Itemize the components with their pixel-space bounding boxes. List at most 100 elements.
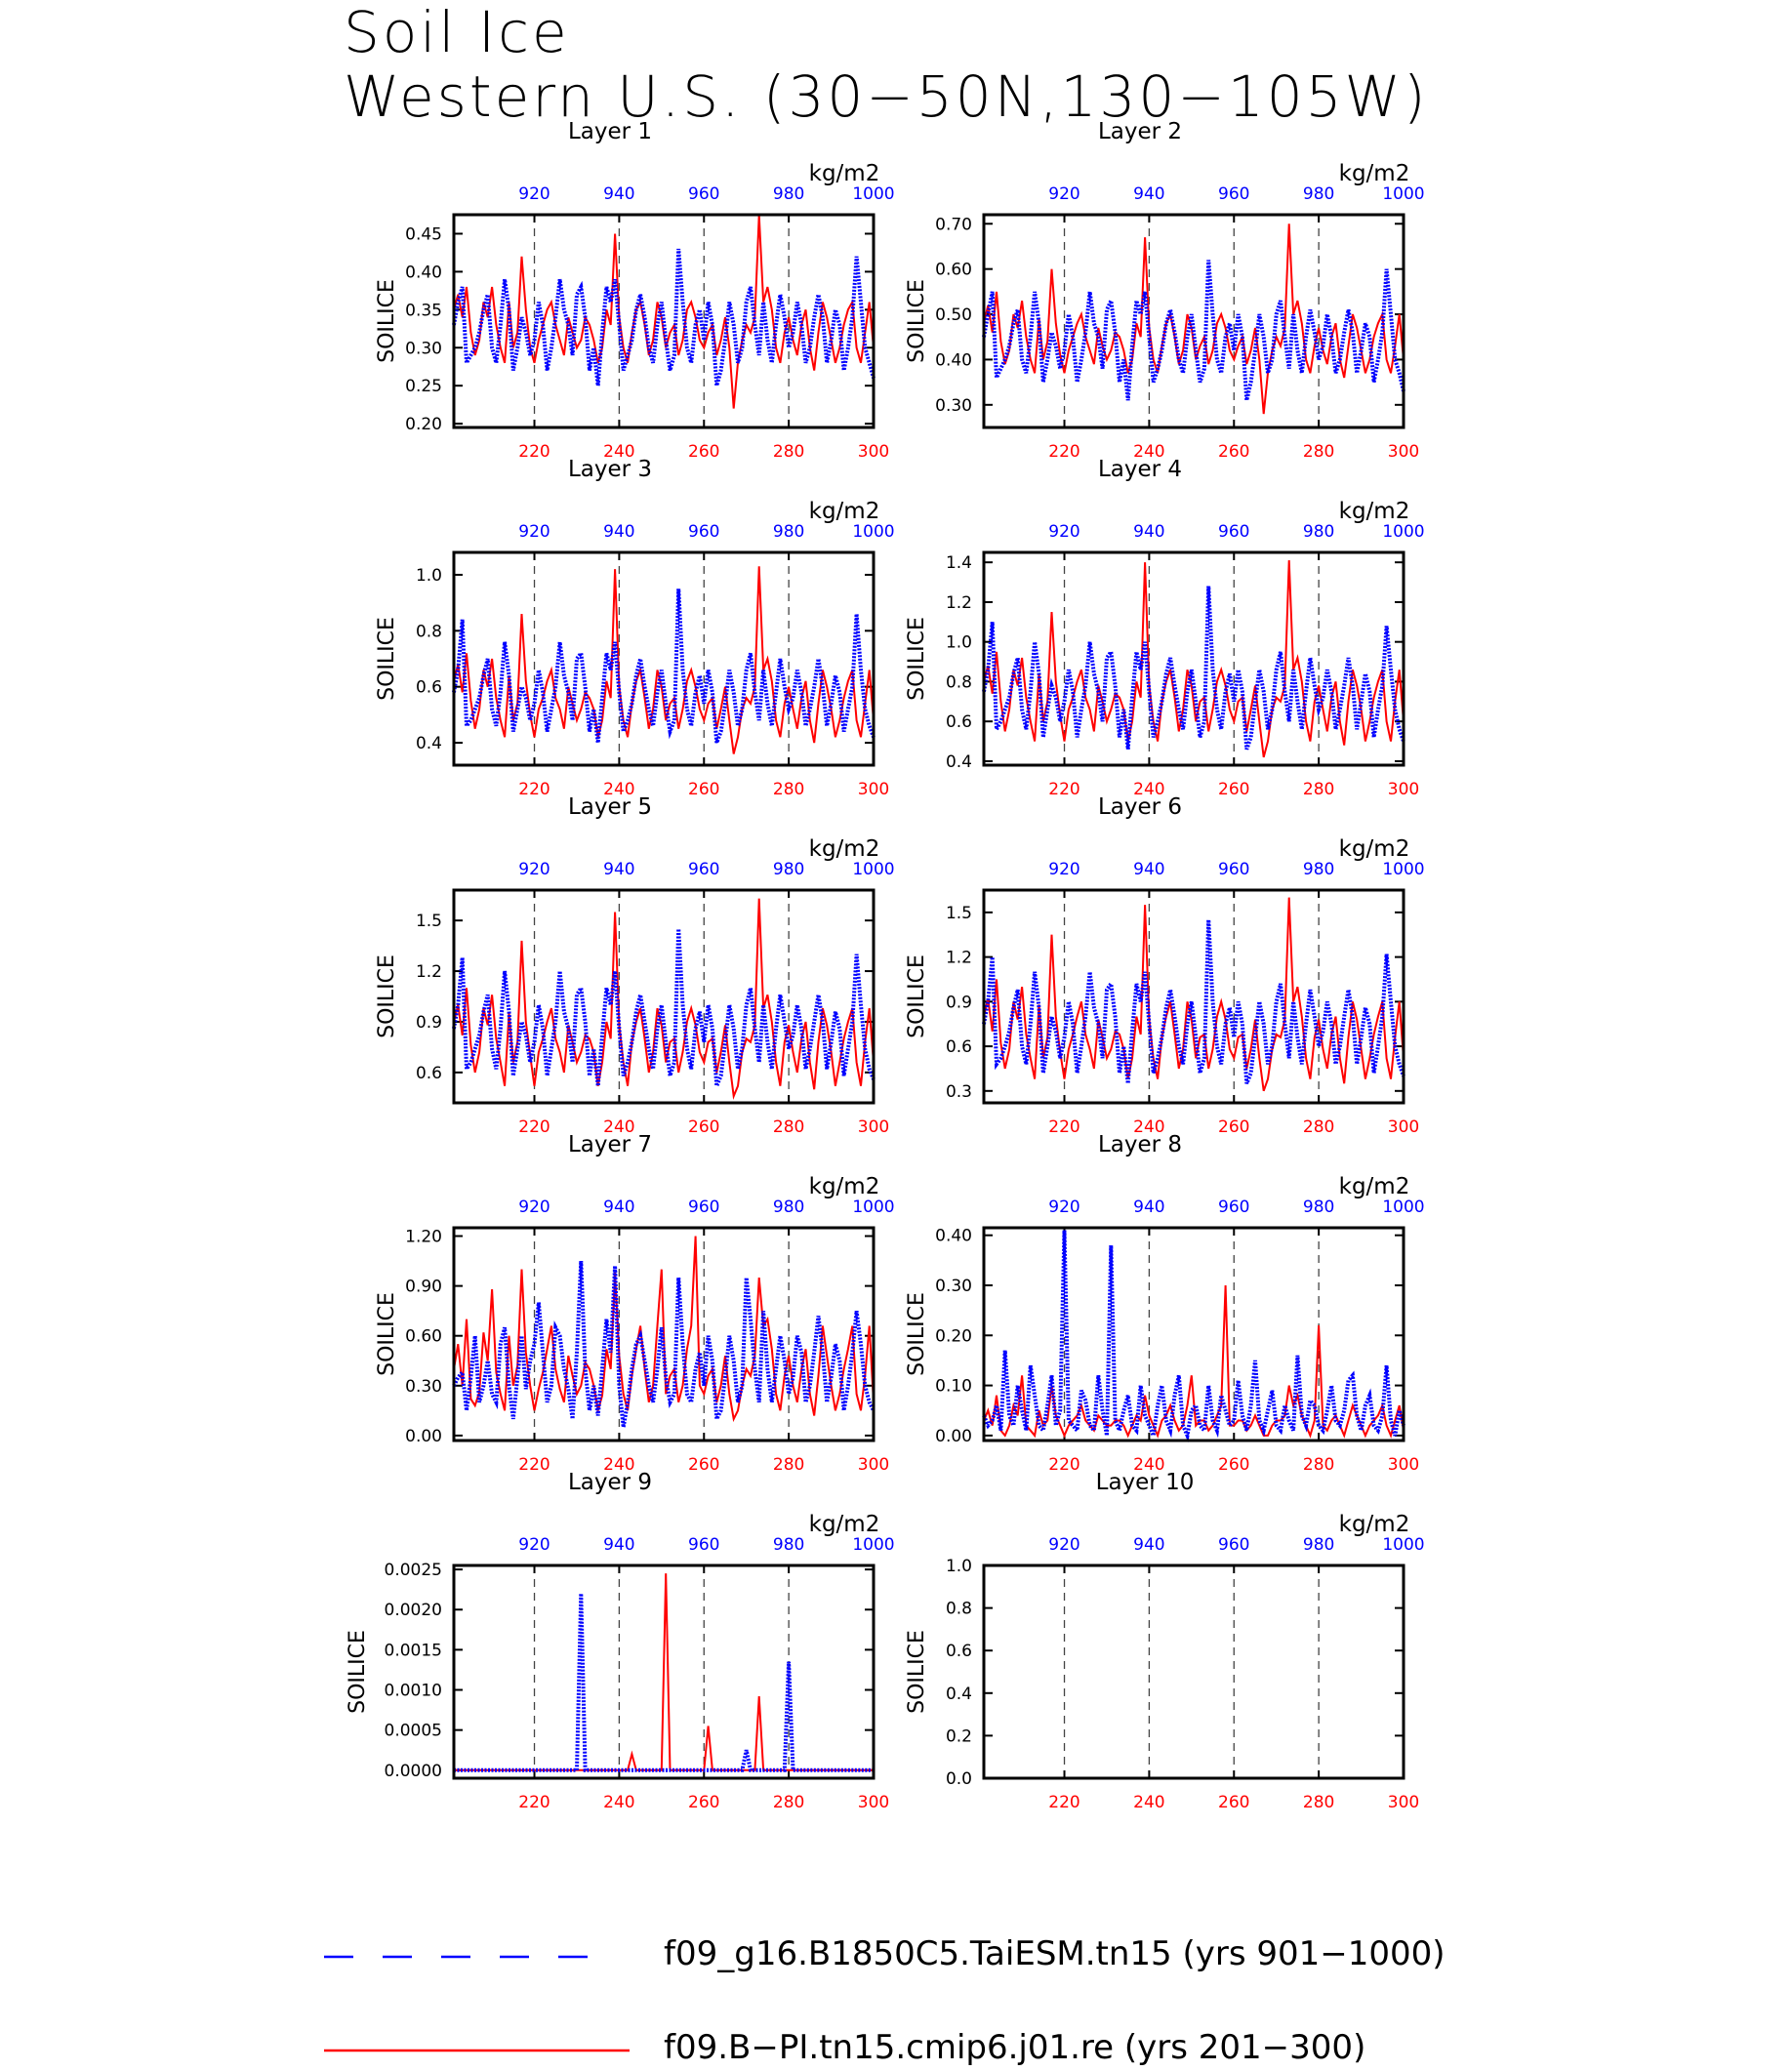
x-tick-label-top: 920 bbox=[518, 860, 550, 879]
x-tick-label-top: 940 bbox=[603, 860, 634, 879]
y-tick-label: 0.30 bbox=[405, 1377, 442, 1397]
title-line-1: Soil Ice bbox=[344, 0, 570, 65]
y-tick-label: 1.0 bbox=[946, 1557, 972, 1576]
y-tick-label: 0.0010 bbox=[385, 1682, 442, 1701]
x-tick-label-bottom: 300 bbox=[1388, 1455, 1419, 1475]
plot-frame bbox=[452, 550, 876, 767]
x-tick-label-top: 920 bbox=[518, 1198, 550, 1217]
y-tick-label: 0.2 bbox=[946, 1726, 972, 1746]
x-tick-label-top: 920 bbox=[518, 1535, 550, 1555]
x-tick-label-bottom: 300 bbox=[858, 442, 889, 462]
y-axis-label: SOILICE bbox=[346, 1630, 370, 1714]
x-tick-label-top: 960 bbox=[688, 184, 719, 204]
x-tick-label-top: 920 bbox=[1048, 522, 1079, 542]
y-tick-label: 0.4 bbox=[946, 1685, 972, 1704]
y-tick-label: 1.20 bbox=[405, 1228, 442, 1247]
series-line-blue bbox=[452, 1261, 876, 1428]
x-tick-label-top: 920 bbox=[1048, 1535, 1079, 1555]
panel-title: Layer 6 bbox=[1098, 794, 1182, 820]
series-line-blue bbox=[982, 1230, 1405, 1443]
top-axis-unit: kg/m2 bbox=[809, 1512, 880, 1537]
x-tick-label-top: 960 bbox=[1218, 184, 1249, 204]
x-tick-label-top: 960 bbox=[688, 1535, 719, 1555]
y-axis-label: SOILICE bbox=[905, 954, 929, 1038]
x-tick-label-bottom: 240 bbox=[603, 1455, 634, 1475]
y-tick-label: 0.00 bbox=[405, 1427, 442, 1446]
x-tick-label-top: 980 bbox=[773, 522, 804, 542]
y-tick-label: 0.00 bbox=[935, 1427, 972, 1446]
x-tick-label-bottom: 220 bbox=[1048, 442, 1079, 462]
plot-frame bbox=[452, 1563, 876, 1780]
x-tick-label-bottom: 220 bbox=[518, 442, 550, 462]
panel-4: Layer 4 kg/m2 220 920 240 940 260 960 280 980 300 1… bbox=[905, 457, 1425, 799]
x-tick-label-top: 960 bbox=[1218, 1198, 1249, 1217]
y-axis-label: SOILICE bbox=[905, 1292, 929, 1376]
x-tick-label-top: 980 bbox=[1303, 522, 1334, 542]
top-axis-unit: kg/m2 bbox=[809, 499, 880, 524]
y-tick-label: 0.6 bbox=[946, 1037, 972, 1057]
series-line-blue bbox=[982, 260, 1405, 401]
y-tick-label: 1.2 bbox=[416, 962, 442, 982]
x-tick-label-top: 960 bbox=[688, 860, 719, 879]
series-line-red bbox=[983, 1284, 1405, 1439]
x-tick-label-bottom: 240 bbox=[603, 442, 634, 462]
y-tick-label: 0.6 bbox=[416, 1064, 442, 1083]
series-line-blue bbox=[982, 586, 1405, 751]
x-tick-label-top: 920 bbox=[518, 522, 550, 542]
x-tick-label-top: 920 bbox=[518, 184, 550, 204]
x-tick-label-bottom: 240 bbox=[1133, 442, 1164, 462]
x-tick-label-bottom: 260 bbox=[688, 1117, 719, 1137]
x-tick-label-bottom: 260 bbox=[1218, 442, 1249, 462]
x-tick-label-bottom: 280 bbox=[1303, 1793, 1334, 1812]
y-tick-label: 0.0005 bbox=[385, 1722, 442, 1741]
y-tick-label: 0.0020 bbox=[385, 1601, 442, 1620]
plot-frame bbox=[452, 888, 876, 1105]
x-tick-label-bottom: 300 bbox=[1388, 442, 1419, 462]
x-tick-label-bottom: 220 bbox=[1048, 1117, 1079, 1137]
plot-frame bbox=[982, 888, 1405, 1105]
x-tick-label-bottom: 300 bbox=[1388, 1117, 1419, 1137]
panel-10: Layer 10 kg/m2 220 920 240 940 260 960 280 980 300… bbox=[905, 1470, 1425, 1812]
y-axis-label: SOILICE bbox=[375, 279, 399, 363]
y-tick-label: 0.30 bbox=[405, 339, 442, 358]
x-tick-label-top: 920 bbox=[1048, 1198, 1079, 1217]
y-tick-label: 0.30 bbox=[935, 1277, 972, 1296]
y-tick-label: 0.20 bbox=[935, 1326, 972, 1346]
x-tick-label-bottom: 240 bbox=[1133, 1455, 1164, 1475]
top-axis-unit: kg/m2 bbox=[809, 161, 880, 186]
x-tick-label-bottom: 220 bbox=[518, 1793, 550, 1812]
title-line-2: Western U.S. (30−50N,130−105W) bbox=[344, 63, 1429, 130]
x-tick-label-top: 1000 bbox=[852, 184, 894, 204]
y-axis-label: SOILICE bbox=[375, 617, 399, 701]
x-tick-label-bottom: 280 bbox=[773, 1117, 804, 1137]
x-tick-label-top: 960 bbox=[1218, 522, 1249, 542]
x-tick-label-bottom: 300 bbox=[1388, 1793, 1419, 1812]
plot-frame bbox=[982, 213, 1405, 429]
x-tick-label-top: 980 bbox=[773, 184, 804, 204]
panel-8: Layer 8 kg/m2 220 920 240 940 260 960 280 980 300 1… bbox=[905, 1132, 1425, 1475]
plot-frame bbox=[452, 213, 876, 429]
x-tick-label-top: 980 bbox=[1303, 860, 1334, 879]
x-tick-label-bottom: 280 bbox=[1303, 442, 1334, 462]
x-tick-label-bottom: 240 bbox=[1133, 1793, 1164, 1812]
panel-title: Layer 1 bbox=[568, 119, 652, 144]
series-line-blue bbox=[452, 928, 876, 1087]
panel-title: Layer 8 bbox=[1098, 1132, 1182, 1157]
plot-frame bbox=[452, 1226, 876, 1442]
x-tick-label-top: 960 bbox=[1218, 860, 1249, 879]
x-tick-label-top: 940 bbox=[1133, 1198, 1164, 1217]
y-tick-label: 0.40 bbox=[935, 350, 972, 370]
x-tick-label-top: 940 bbox=[1133, 1535, 1164, 1555]
y-tick-label: 0.6 bbox=[946, 712, 972, 732]
x-tick-label-top: 920 bbox=[1048, 184, 1079, 204]
x-tick-label-top: 1000 bbox=[1382, 1198, 1424, 1217]
x-tick-label-bottom: 240 bbox=[603, 780, 634, 799]
x-tick-label-bottom: 300 bbox=[858, 1455, 889, 1475]
x-tick-label-bottom: 260 bbox=[1218, 1793, 1249, 1812]
y-tick-label: 0.40 bbox=[935, 1227, 972, 1246]
x-tick-label-bottom: 240 bbox=[603, 1793, 634, 1812]
x-tick-label-bottom: 260 bbox=[688, 1455, 719, 1475]
top-axis-unit: kg/m2 bbox=[1339, 1174, 1410, 1199]
legend-label-blue: f09_g16.B1850C5.TaiESM.tn15 (yrs 901−100… bbox=[664, 1934, 1446, 1973]
